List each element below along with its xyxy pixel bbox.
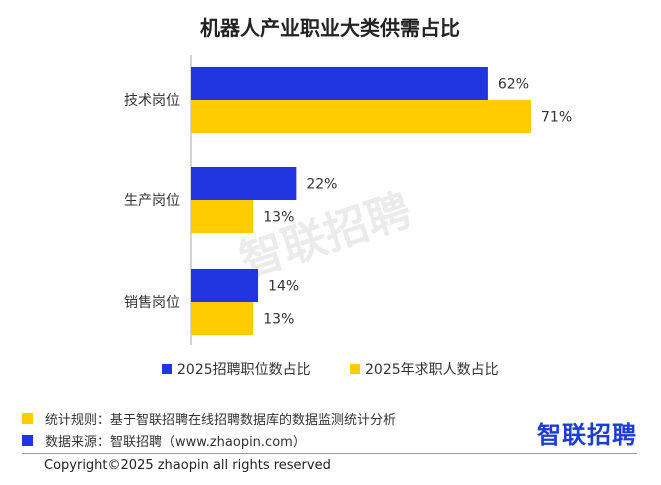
footer-source: 数据来源：智联招聘（www.zhaopin.com）: [22, 431, 306, 450]
bar-series2-技术岗位: [191, 100, 531, 133]
rule-color-square: [22, 413, 33, 424]
bars-group: 技术岗位 62% 71% 生产岗位 22% 13% 销售岗位 14% 13%: [124, 67, 572, 335]
zhaopin-logo: 智联招聘: [537, 421, 637, 449]
source-text: 数据来源：智联招聘（www.zhaopin.com）: [45, 435, 306, 450]
chart: 机器人产业职业大类供需占比 智联招聘 技术岗位 62% 71% 生产岗位 22% 13% 销…: [124, 16, 572, 378]
data-label: 22%: [306, 177, 337, 193]
copyright-text: Copyright©2025 zhaopin all rights reserv…: [44, 458, 331, 473]
legend-swatch: [162, 364, 172, 374]
legend: 2025招聘职位数占比 2025年求职人数占比: [162, 362, 499, 378]
legend-label: 2025年求职人数占比: [365, 362, 499, 378]
bar-series1-销售岗位: [191, 269, 259, 302]
legend-swatch: [350, 364, 360, 374]
data-label: 62%: [498, 77, 529, 93]
category-label: 技术岗位: [124, 93, 180, 109]
category-label: 生产岗位: [124, 193, 180, 209]
chart-title: 机器人产业职业大类供需占比: [200, 16, 460, 40]
category-label: 销售岗位: [124, 295, 180, 311]
source-color-square: [22, 435, 33, 446]
bar-series2-生产岗位: [191, 200, 254, 233]
legend-label: 2025招聘职位数占比: [177, 362, 311, 378]
data-label: 14%: [268, 279, 299, 295]
bar-series1-技术岗位: [191, 67, 488, 100]
data-label: 13%: [263, 210, 294, 226]
footer-divider: [22, 453, 637, 454]
footer-rule: 统计规则：基于智联招聘在线招聘数据库的数据监测统计分析: [22, 409, 396, 428]
bar-series1-生产岗位: [191, 167, 297, 200]
bar-series2-销售岗位: [191, 302, 254, 335]
data-label: 13%: [263, 312, 294, 328]
rule-text: 统计规则：基于智联招聘在线招聘数据库的数据监测统计分析: [45, 413, 397, 428]
watermark: 智联招聘: [234, 185, 417, 288]
data-label: 71%: [541, 110, 572, 126]
